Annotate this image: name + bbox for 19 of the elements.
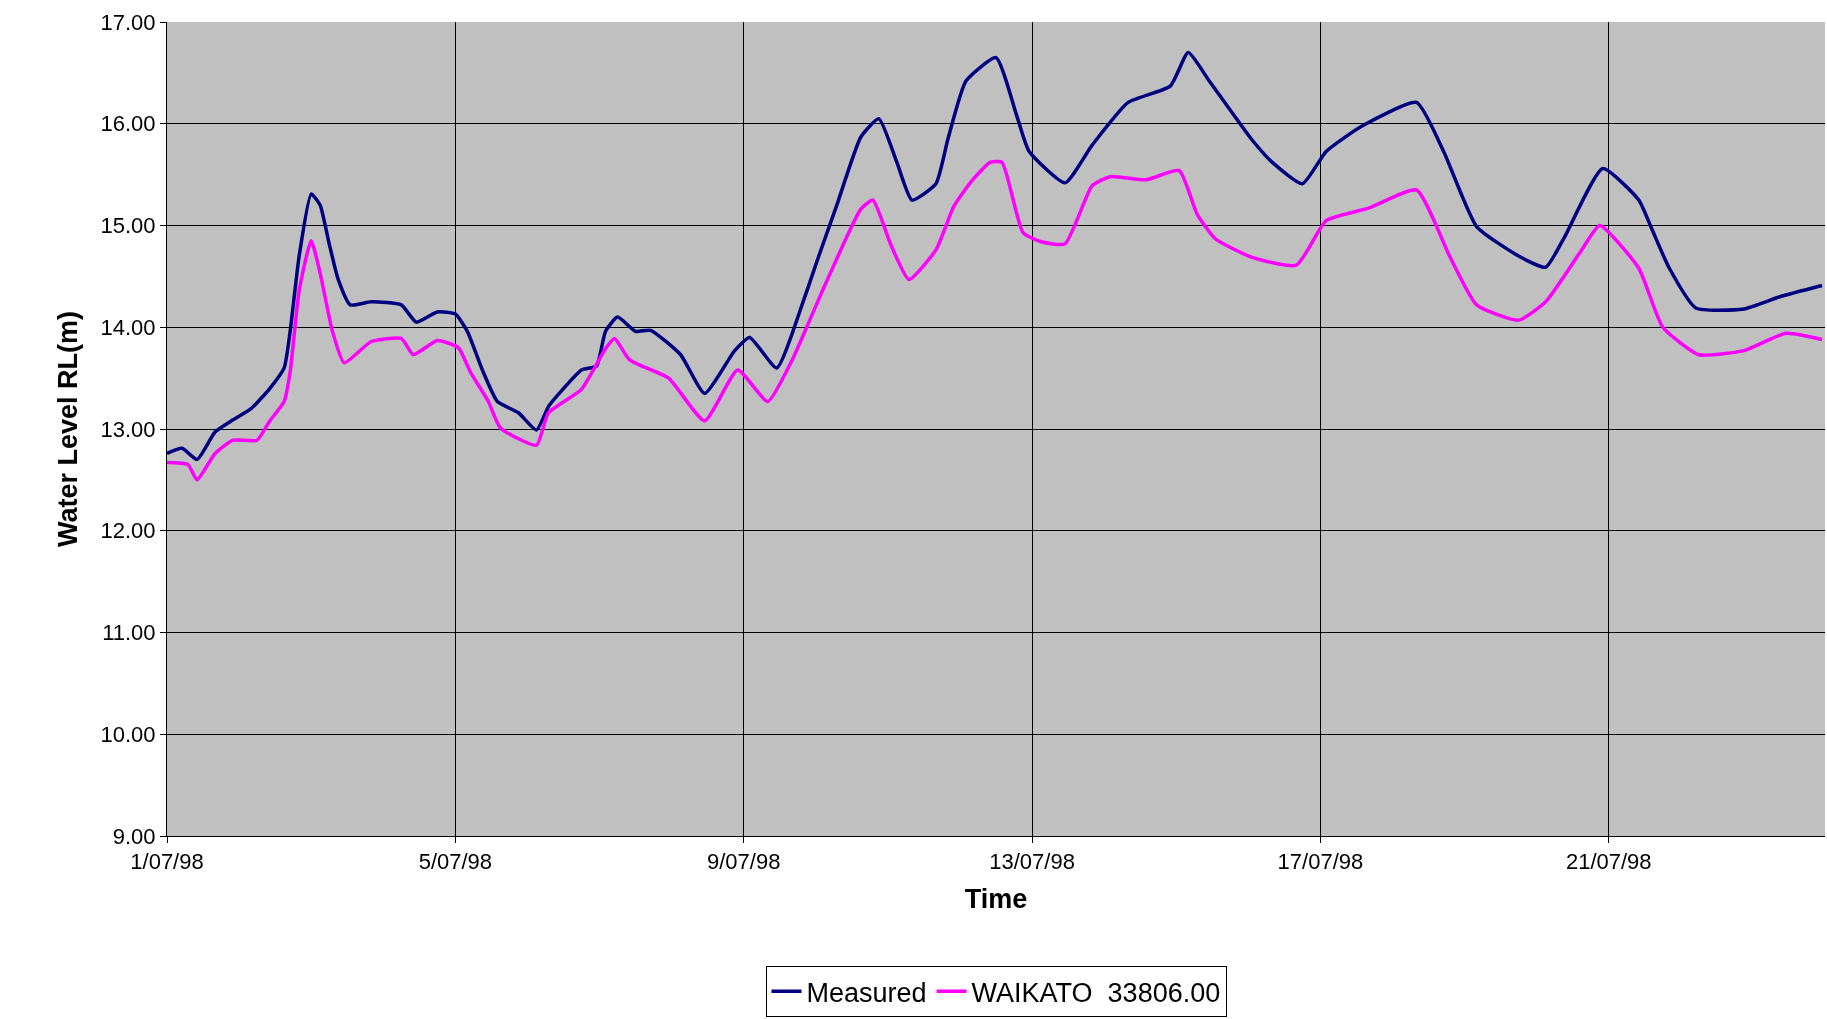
y-tick-label: 13.00 <box>100 416 156 442</box>
y-tick-label: 10.00 <box>100 721 156 747</box>
x-tick-label: 13/07/98 <box>989 849 1075 875</box>
x-axis-title: Time <box>964 883 1028 914</box>
x-tick-label: 1/07/98 <box>130 849 204 875</box>
legend-label: WAIKATO 33806.00 <box>971 977 1221 1008</box>
y-tick-label: 12.00 <box>100 518 156 544</box>
legend-label: Measured <box>806 977 927 1008</box>
y-tick-label: 14.00 <box>100 314 156 340</box>
y-tick-label: 15.00 <box>100 213 156 239</box>
x-tick-label: 9/07/98 <box>707 849 781 875</box>
y-tick-label: 11.00 <box>102 620 156 646</box>
y-tick-label: 16.00 <box>100 111 156 137</box>
x-tick-label: 17/07/98 <box>1277 849 1364 875</box>
y-tick-label: 17.00 <box>100 9 156 35</box>
y-tick-label: 9.00 <box>112 823 156 849</box>
y-axis-title: Water Level RL(m) <box>52 310 83 548</box>
x-tick-label: 5/07/98 <box>418 849 493 875</box>
x-tick-label: 21/07/98 <box>1565 849 1652 875</box>
